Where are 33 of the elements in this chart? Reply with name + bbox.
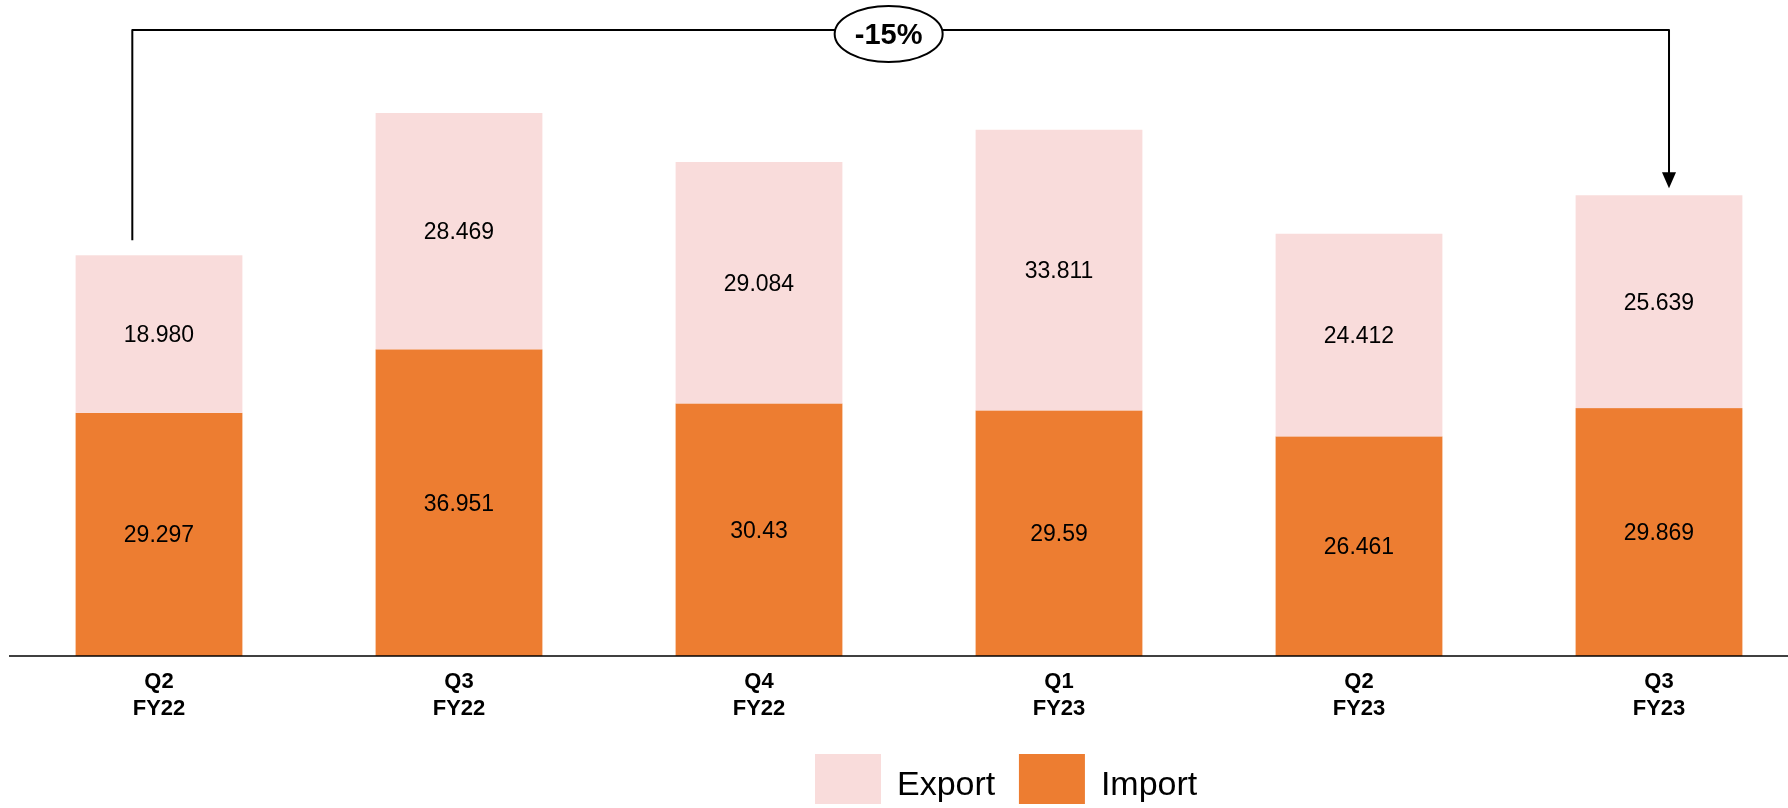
- data-label: 36.951: [423, 489, 495, 516]
- data-label: 29.084: [723, 269, 795, 296]
- bar: [75, 412, 243, 656]
- data-label: 29.59: [1030, 520, 1088, 547]
- data-label: 28.469: [423, 218, 495, 245]
- data-label: 33.811: [1024, 257, 1094, 284]
- data-label: 30.43: [730, 516, 788, 543]
- x-tick-label: Q3 FY22: [432, 668, 486, 720]
- data-label: 25.639: [1623, 288, 1695, 315]
- bar: [675, 162, 843, 404]
- bar: [1275, 233, 1443, 437]
- data-label: 18.980: [123, 321, 195, 348]
- x-tick-label: Q2 FY23: [1332, 668, 1386, 720]
- legend-label: Export: [897, 764, 996, 802]
- data-label: 24.412: [1323, 322, 1395, 349]
- bar: [975, 410, 1143, 656]
- bar: [75, 255, 243, 413]
- x-tick-label: Q4 FY22: [732, 668, 786, 720]
- x-tick-label: Q1 FY23: [1032, 668, 1086, 720]
- data-label: 26.461: [1323, 533, 1395, 560]
- data-label: 29.869: [1623, 519, 1695, 546]
- legend-label: Import: [1100, 764, 1198, 802]
- text: -15%: [854, 18, 923, 50]
- bar: [1575, 408, 1743, 656]
- bar: [375, 113, 543, 350]
- bar: [675, 403, 843, 656]
- data-label: 29.297: [123, 521, 195, 548]
- x-tick-label: Q3 FY23: [1632, 668, 1686, 720]
- x-tick-label: Q2 FY22: [132, 668, 186, 720]
- bar: [975, 129, 1143, 411]
- bar: [375, 349, 543, 656]
- bar: [1575, 195, 1743, 409]
- bar: [1275, 436, 1443, 656]
